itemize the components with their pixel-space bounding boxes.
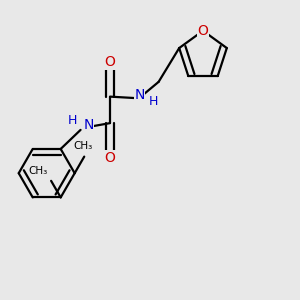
Text: N: N bbox=[134, 88, 145, 102]
Text: CH₃: CH₃ bbox=[28, 166, 47, 176]
Text: H: H bbox=[148, 95, 158, 108]
Text: O: O bbox=[105, 55, 116, 69]
Text: O: O bbox=[198, 24, 208, 38]
Text: O: O bbox=[105, 151, 116, 165]
Text: N: N bbox=[83, 118, 94, 132]
Text: CH₃: CH₃ bbox=[73, 141, 92, 151]
Text: H: H bbox=[68, 114, 77, 127]
